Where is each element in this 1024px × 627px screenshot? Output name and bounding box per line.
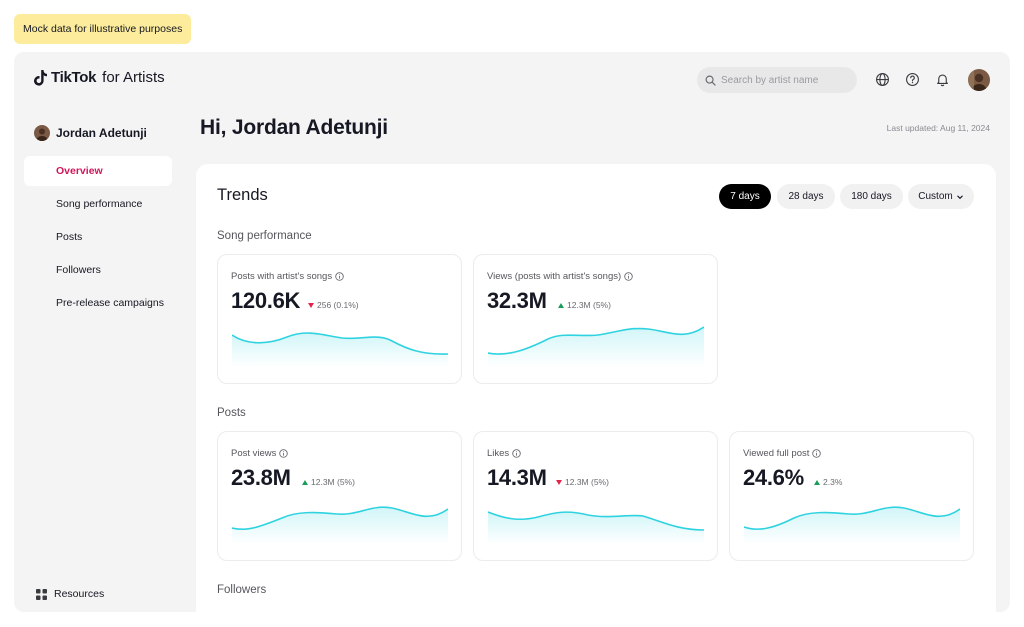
avatar[interactable] <box>968 69 990 91</box>
user-profile[interactable]: Jordan Adetunji <box>34 125 147 141</box>
range-28-days-button[interactable]: 28 days <box>777 184 835 209</box>
sidebar-item-followers[interactable]: Followers <box>56 264 101 276</box>
metric-delta: 12.3M (5%) <box>302 477 355 487</box>
metric-delta: 12.3M (5%) <box>556 477 609 487</box>
last-updated: Last updated: Aug 11, 2024 <box>886 123 990 133</box>
trend-up-icon <box>558 302 564 308</box>
trends-title: Trends <box>217 186 268 204</box>
globe-button[interactable] <box>874 71 890 87</box>
sidebar-item-song-performance[interactable]: Song performance <box>56 198 143 210</box>
trend-up-icon <box>814 479 820 485</box>
sparkline-chart <box>488 326 704 367</box>
logo[interactable]: TikTok for Artists <box>34 69 165 86</box>
sidebar: Jordan Adetunji Overview Song performanc… <box>14 108 194 612</box>
metric-delta-text: 12.3M (5%) <box>567 300 611 310</box>
metric-delta-text: 256 (0.1%) <box>317 300 359 310</box>
notifications-button[interactable] <box>934 71 950 87</box>
range-custom-dropdown[interactable]: Custom <box>908 184 974 209</box>
search-bar[interactable] <box>697 67 857 93</box>
metric-card-posts-with-songs[interactable]: Posts with artist's songs 120.6K 256 (0.… <box>217 254 462 384</box>
trend-down-icon <box>556 479 562 485</box>
main-content: Hi, Jordan Adetunji Last updated: Aug 11… <box>194 108 1010 612</box>
trend-up-icon <box>302 479 308 485</box>
metric-title: Post views <box>231 448 289 459</box>
metric-value: 14.3M <box>487 465 547 490</box>
metric-delta-text: 12.3M (5%) <box>565 477 609 487</box>
sidebar-item-overview[interactable]: Overview <box>24 156 172 186</box>
metric-card-post-views[interactable]: Post views 23.8M 12.3M (5%) <box>217 431 462 561</box>
grid-icon <box>36 588 47 600</box>
metric-card-likes[interactable]: Likes 14.3M 12.3M (5%) <box>473 431 718 561</box>
search-icon <box>705 75 716 86</box>
resources-link[interactable]: Resources <box>36 588 104 600</box>
sparkline-chart <box>744 506 960 544</box>
metric-value: 120.6K <box>231 288 301 313</box>
section-song-performance: Song performance <box>217 230 312 242</box>
trend-down-icon <box>308 302 314 308</box>
globe-icon <box>875 72 889 86</box>
metric-title-text: Viewed full post <box>743 448 810 459</box>
metric-title: Posts with artist's songs <box>231 271 344 282</box>
chevron-down-icon <box>956 194 963 199</box>
resources-label: Resources <box>54 588 105 600</box>
sidebar-item-pre-release-campaigns[interactable]: Pre-release campaigns <box>56 297 164 309</box>
metric-title-text: Post views <box>231 448 277 459</box>
avatar <box>34 125 50 141</box>
range-180-days-button[interactable]: 180 days <box>840 184 903 209</box>
metric-value: 24.6% <box>743 465 804 490</box>
info-icon[interactable] <box>812 449 822 458</box>
info-icon[interactable] <box>624 272 633 281</box>
metric-title-text: Posts with artist's songs <box>231 271 333 282</box>
logo-brand: TikTok <box>51 69 97 86</box>
user-name: Jordan Adetunji <box>56 126 147 140</box>
sparkline-chart <box>232 332 448 367</box>
help-button[interactable] <box>904 71 920 87</box>
metric-delta-text: 2.3% <box>823 477 843 487</box>
metric-card-views-posts-with-songs[interactable]: Views (posts with artist's songs) 32.3M … <box>473 254 718 384</box>
metric-delta: 2.3% <box>814 477 842 487</box>
range-custom-label: Custom <box>918 191 953 202</box>
metric-title: Views (posts with artist's songs) <box>487 271 633 282</box>
trends-panel: Trends 7 days 28 days 180 days Custom So… <box>196 164 996 612</box>
metric-card-viewed-full-post[interactable]: Viewed full post 24.6% 2.3% <box>729 431 974 561</box>
metric-delta: 256 (0.1%) <box>308 300 359 310</box>
metric-title-text: Views (posts with artist's songs) <box>487 271 622 282</box>
app-window: TikTok for Artists <box>14 52 1010 612</box>
help-icon <box>905 72 919 86</box>
metric-title: Viewed full post <box>743 448 822 459</box>
metric-title-text: Likes <box>487 448 510 459</box>
section-followers: Followers <box>217 584 267 596</box>
metric-title: Likes <box>487 448 521 459</box>
range-7-days-button[interactable]: 7 days <box>719 184 771 209</box>
section-posts: Posts <box>217 407 246 419</box>
sidebar-item-posts[interactable]: Posts <box>56 231 83 243</box>
metric-delta-text: 12.3M (5%) <box>311 477 355 487</box>
info-icon[interactable] <box>279 449 289 458</box>
info-icon[interactable] <box>335 272 344 281</box>
metric-delta: 12.3M (5%) <box>558 300 611 310</box>
tiktok-logo-icon <box>34 69 47 86</box>
info-icon[interactable] <box>512 449 521 458</box>
sparkline-chart <box>232 506 448 544</box>
sidebar-nav: Overview Song performance Posts Follower… <box>24 156 172 321</box>
mock-data-banner: Mock data for illustrative purposes <box>14 14 192 44</box>
bell-icon <box>936 73 948 86</box>
page-title: Hi, Jordan Adetunji <box>200 116 388 139</box>
top-bar: TikTok for Artists <box>14 52 1010 108</box>
metric-value: 23.8M <box>231 465 291 490</box>
logo-suffix: for Artists <box>102 69 165 86</box>
search-input[interactable] <box>721 74 851 86</box>
sparkline-chart <box>488 511 704 544</box>
metric-value: 32.3M <box>487 288 547 313</box>
